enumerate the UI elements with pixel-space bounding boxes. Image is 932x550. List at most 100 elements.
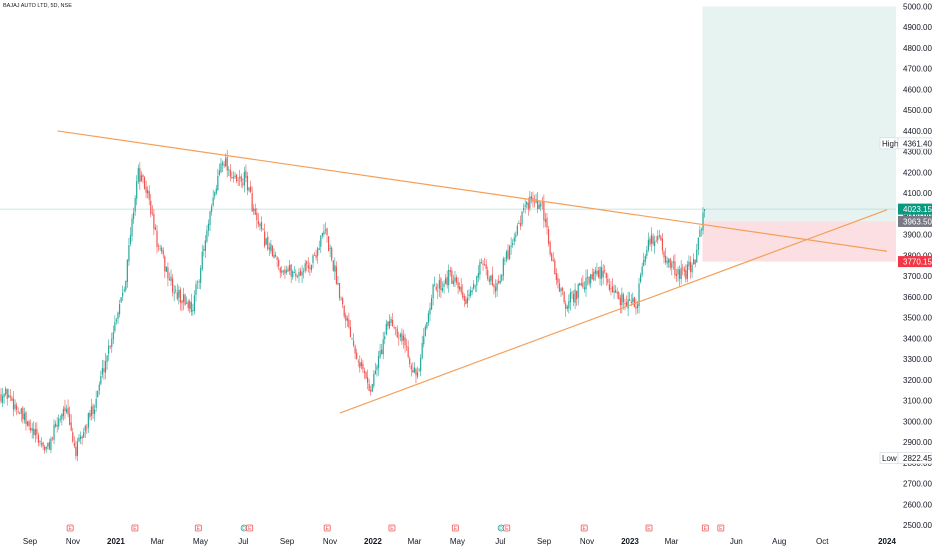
earnings-event-icon[interactable]: E [66,524,74,532]
candle [627,291,629,317]
svg-text:D: D [242,526,246,532]
candle [76,437,79,462]
candle [485,259,487,276]
candle [644,254,646,266]
candle [413,362,415,374]
earnings-event-icon[interactable]: E [701,524,709,532]
candle [196,280,199,289]
earnings-event-icon[interactable]: E [645,524,653,532]
stop-zone [702,221,896,262]
candle [694,259,696,268]
candle [404,333,406,353]
candle [164,254,166,279]
candle [209,210,211,231]
candle [557,273,559,289]
candle [615,285,617,294]
candle [435,282,437,292]
y-tick-label: 3600.00 [903,293,932,302]
candle [290,264,292,283]
candle [399,332,401,342]
candle [143,176,146,190]
candle [87,412,89,434]
candle [165,266,167,273]
candle [549,240,551,257]
candle [260,216,263,232]
candle [562,286,564,296]
candle [218,163,220,177]
candle [129,227,132,247]
x-tick-label: Jul [238,537,248,546]
target-zone [702,6,896,222]
candle [638,277,640,314]
time-axis[interactable]: Sep Nov 2021 Mar May Jul Sep Nov 2022 Mar May Jul Se… [23,537,897,546]
trendlines[interactable] [57,130,888,414]
candle [120,297,122,304]
x-tick-label: 2023 [621,537,639,546]
candle [572,290,575,307]
candle [387,320,389,331]
candle [538,201,540,210]
candle [529,190,531,212]
candle [583,281,586,293]
trendline-resistance[interactable] [57,130,888,252]
candle [175,285,177,294]
svg-text:4361.40: 4361.40 [903,139,932,148]
candle [310,264,313,273]
svg-text:2822.45: 2822.45 [903,454,932,463]
candle [530,192,532,204]
candle [338,282,341,301]
candle [182,287,185,311]
candle [454,271,456,288]
earnings-event-icon[interactable]: E [503,524,511,532]
earnings-event-icon[interactable]: E [246,524,254,532]
candle [140,171,142,182]
earnings-event-icon[interactable]: E [194,524,202,532]
candle [346,315,348,327]
candle [423,328,425,348]
candle [242,177,244,189]
candle [585,269,587,297]
candle [231,171,233,179]
svg-text:E: E [719,526,723,532]
candle [64,399,66,420]
candle [281,265,283,277]
earnings-event-icon[interactable]: E [451,524,459,532]
candle [650,227,653,252]
earnings-event-icon[interactable]: E [323,524,331,532]
y-tick-label: 4500.00 [903,106,932,115]
earnings-event-icon[interactable]: E [580,524,588,532]
candle [455,274,458,285]
candle [619,294,621,314]
candle [39,440,41,447]
earnings-event-icon[interactable]: E [388,524,396,532]
candle [161,245,163,255]
candle [28,419,30,431]
candle [484,257,486,266]
candle [159,244,161,252]
candle [309,262,311,276]
candle [65,404,68,414]
candle [448,264,450,293]
earnings-event-icon[interactable]: E [717,524,725,532]
candle [20,407,22,422]
candle [248,187,250,193]
candle [131,214,133,242]
candle [73,436,75,449]
candle [83,427,85,438]
candle [237,176,239,187]
candle [599,266,601,286]
candle [661,233,664,255]
candle [493,283,495,295]
candle [312,253,314,269]
trendline-support[interactable] [339,209,888,414]
candle [106,354,108,370]
candle [276,255,278,268]
earnings-event-icon[interactable]: E [131,524,139,532]
candle [139,162,141,190]
candle [295,269,297,281]
y-tick-label: 4600.00 [903,85,932,94]
candle [170,269,172,286]
candle [42,441,44,451]
